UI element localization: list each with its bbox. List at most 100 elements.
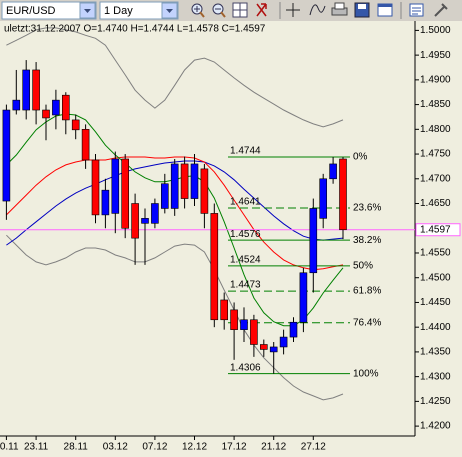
symbol-text: EUR/USD xyxy=(6,5,56,17)
x-tick-label: 03.12 xyxy=(103,442,128,453)
fib-price-label: 1.4576 xyxy=(230,229,261,240)
fib-price-label: 1.4473 xyxy=(230,280,261,291)
candle-body xyxy=(170,163,179,209)
y-tick-label: 1.4700 xyxy=(420,173,451,184)
candle-body xyxy=(2,109,11,202)
y-tick-label: 1.4950 xyxy=(420,50,451,61)
y-tick-label: 1.4350 xyxy=(420,347,451,358)
timeframe-combo[interactable] xyxy=(99,1,179,20)
y-tick-label: 1.4800 xyxy=(420,124,451,135)
candle-body xyxy=(121,158,129,229)
candle-body xyxy=(240,319,248,330)
candle-body xyxy=(42,109,50,119)
y-tick-label: 1.4850 xyxy=(420,99,451,110)
fib-price-label: 1.4524 xyxy=(230,254,261,265)
fib-price-label: 1.4641 xyxy=(230,197,261,208)
symbol-combo[interactable] xyxy=(1,1,97,20)
y-tick-label: 1.4250 xyxy=(420,396,451,407)
x-tick-label: 23.11 xyxy=(24,442,49,453)
dropdown-arrow xyxy=(84,9,91,13)
candle-body xyxy=(81,129,90,161)
y-tick-label: 1.4550 xyxy=(420,248,451,259)
fib-level-label: 50% xyxy=(353,260,373,271)
candle-body xyxy=(161,183,169,209)
x-tick-label: 07.12 xyxy=(142,442,167,453)
candle-body xyxy=(22,69,31,111)
candle-body xyxy=(319,178,328,219)
y-tick-label: 1.4200 xyxy=(420,421,451,432)
candle-body xyxy=(210,213,219,321)
y-tick-label: 1.4750 xyxy=(420,149,451,160)
plot-area: 0% 1.4744 23.6% 1.4641 38.2% 1.4576 50% 1.4524 6… xyxy=(0,27,415,401)
x-tick-label: 17.12 xyxy=(222,442,247,453)
candle-body xyxy=(131,203,139,239)
candle-body xyxy=(190,163,199,199)
crosshair-button[interactable] xyxy=(286,3,300,17)
print-button[interactable] xyxy=(331,2,348,16)
candle-body xyxy=(259,344,268,350)
window-button[interactable] xyxy=(377,3,393,17)
candle-body xyxy=(269,346,278,353)
tools-button[interactable] xyxy=(434,3,448,17)
toolbar: EUR/USD 1 Day xyxy=(0,0,462,21)
fib-price-label: 1.4306 xyxy=(230,362,261,373)
y-tick-label: 1.5000 xyxy=(420,25,451,36)
candle-body xyxy=(250,319,258,345)
candle-body xyxy=(200,168,209,214)
candle-body xyxy=(151,203,159,224)
bid-label: 1.4597 xyxy=(420,224,451,235)
tile-button[interactable] xyxy=(232,2,248,18)
candle-body xyxy=(339,158,347,231)
candle-body xyxy=(230,309,238,330)
y-tick-label: 1.4650 xyxy=(420,198,451,209)
y-tick-label: 1.4400 xyxy=(420,322,451,333)
candle-body xyxy=(61,94,70,121)
indicators-button[interactable] xyxy=(309,4,326,16)
candle-body xyxy=(141,218,149,224)
options-button[interactable] xyxy=(409,3,424,17)
x-tick-label: 27.12 xyxy=(301,442,326,453)
candle-body xyxy=(71,119,80,131)
arrow-button[interactable] xyxy=(256,3,267,17)
indicator-line xyxy=(6,234,344,401)
candle-body xyxy=(12,99,21,111)
x-tick-label: 12.12 xyxy=(182,442,207,453)
y-tick-label: 1.4450 xyxy=(420,297,451,308)
y-tick-label: 1.4900 xyxy=(420,74,451,85)
fib-level-label: 100% xyxy=(353,368,379,379)
candle-body xyxy=(309,208,318,274)
candle-body xyxy=(299,272,308,323)
y-tick-label: 1.4500 xyxy=(420,272,451,283)
indicator-line xyxy=(6,27,344,128)
x-tick-label: 21.12 xyxy=(261,442,286,453)
candle-body xyxy=(52,99,60,116)
fib-level-label: 38.2% xyxy=(353,235,381,246)
fib-level-label: 61.8% xyxy=(353,286,381,297)
indicator-line xyxy=(6,156,344,271)
timeframe-text: 1 Day xyxy=(104,5,133,17)
candle-body xyxy=(220,299,228,321)
dropdown-arrow xyxy=(166,9,173,13)
zoom-out-button[interactable] xyxy=(212,3,226,18)
candle-body xyxy=(111,158,120,214)
fib-level-label: 23.6% xyxy=(353,203,381,214)
candle-body xyxy=(279,336,288,348)
save-button[interactable] xyxy=(354,2,370,18)
candle-body xyxy=(101,189,110,216)
bid-label-box xyxy=(415,223,461,237)
candle-body xyxy=(329,163,337,180)
fib-price-label: 1.4744 xyxy=(230,146,261,157)
candle-body xyxy=(91,159,100,216)
zoom-in-button[interactable] xyxy=(191,3,205,18)
x-tick-label: 20.11 xyxy=(0,442,19,453)
info-line: uletzt:31.12.2007 O=1.4740 H=1.4744 L=1.… xyxy=(4,24,266,35)
candle-body xyxy=(32,69,40,111)
fib-level-label: 76.4% xyxy=(353,317,381,328)
x-tick-label: 28.11 xyxy=(64,442,89,453)
fib-level-label: 0% xyxy=(353,152,368,163)
candle-body xyxy=(180,163,189,199)
y-tick-label: 1.4300 xyxy=(420,371,451,382)
candle-body xyxy=(289,321,298,338)
